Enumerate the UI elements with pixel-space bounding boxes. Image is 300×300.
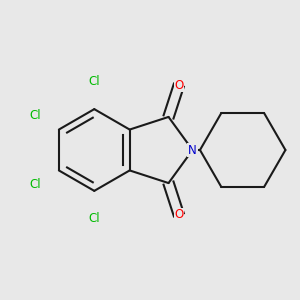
Text: Cl: Cl <box>88 212 100 225</box>
Text: Cl: Cl <box>88 75 100 88</box>
Text: O: O <box>174 79 184 92</box>
Text: O: O <box>174 208 184 221</box>
Text: N: N <box>188 143 197 157</box>
Text: Cl: Cl <box>29 178 40 191</box>
Text: Cl: Cl <box>29 109 40 122</box>
